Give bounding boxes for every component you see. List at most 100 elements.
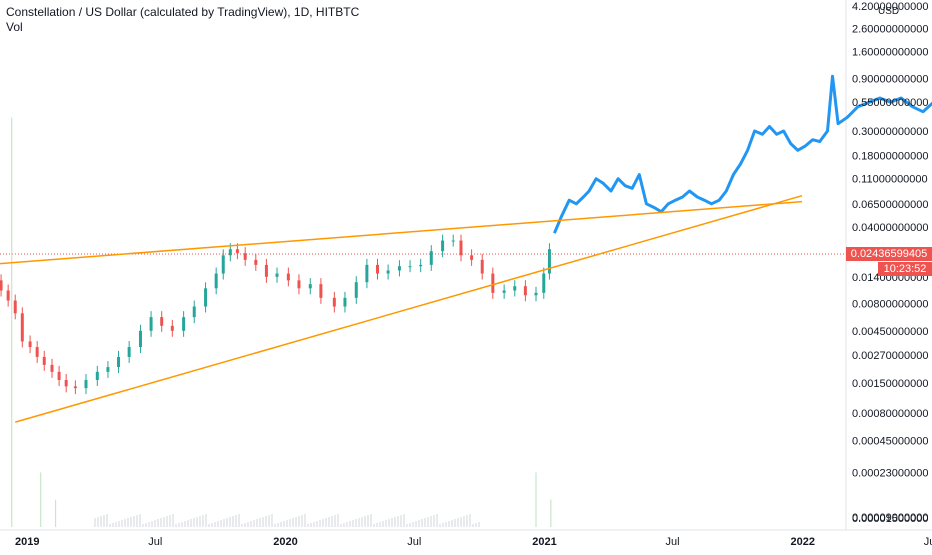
candle-body (35, 347, 39, 357)
candle-body (149, 317, 153, 331)
candle-body (106, 367, 110, 372)
bar-countdown-tag: 10:23:52 (878, 262, 932, 276)
time-tick-label: Jul (924, 536, 932, 548)
price-line (553, 74, 932, 234)
time-axis[interactable]: 2019 Jul 2020 Jul 2021 Jul 2022 Jul (15, 536, 932, 548)
candle-body (13, 300, 17, 314)
candle-body (286, 273, 290, 281)
candle-body (160, 317, 164, 326)
candle-body (408, 266, 412, 268)
candle-body (470, 255, 474, 260)
candle-body (502, 290, 506, 293)
candle-body (354, 282, 358, 298)
candle-body (375, 264, 379, 274)
price-tick-label: 0.11000000000 (852, 174, 928, 186)
price-tick-label: 0.00023000000 (852, 467, 928, 479)
candle-body (221, 255, 225, 274)
candle-body (50, 364, 54, 372)
line-series (553, 74, 932, 234)
candle-body (419, 264, 423, 267)
price-tick-label: 0.00270000000 (852, 350, 928, 362)
chart-title: Constellation / US Dollar (calculated by… (6, 5, 360, 19)
candle-body (429, 251, 433, 265)
candle-body (297, 280, 301, 289)
price-tick-label: 0.00009000000 (852, 512, 928, 524)
candle-body (192, 306, 196, 318)
candle-body (397, 266, 401, 271)
price-tick-label: 0.00080000000 (852, 408, 928, 420)
time-tick-label: 2022 (790, 536, 814, 548)
price-tick-label: 2.60000000000 (852, 23, 928, 35)
candle-body (264, 264, 268, 277)
trendline (15, 194, 803, 423)
candle-body (42, 356, 46, 365)
candle-body (20, 313, 24, 342)
candle-body (386, 270, 390, 274)
last-price-tag: 0.02436599405 (846, 247, 932, 261)
price-tick-label: 0.06500000000 (852, 199, 928, 211)
candle-body (513, 286, 517, 291)
price-tick-label: 0.04000000000 (852, 222, 928, 234)
candle-body (214, 273, 218, 289)
trendline (0, 200, 803, 265)
candle-body (127, 347, 131, 357)
time-tick-label: Jul (148, 536, 162, 548)
candle-body (84, 380, 88, 389)
candle-body (451, 240, 455, 242)
price-tick-label: 0.00001500000 (852, 513, 928, 525)
candle-body (117, 356, 121, 368)
candle-body (64, 380, 68, 387)
price-tick-label: 0.00800000000 (852, 298, 928, 310)
candlestick-series (0, 234, 551, 395)
time-tick-label: 2021 (532, 536, 556, 548)
candle-body (204, 288, 208, 307)
candle-body (459, 240, 463, 256)
candle-body (28, 341, 32, 348)
candle-body (0, 280, 3, 291)
candle-body (441, 240, 445, 252)
candle-body (491, 273, 495, 293)
candle-body (254, 259, 258, 265)
trendlines[interactable] (0, 194, 803, 423)
candle-body (332, 297, 336, 307)
time-tick-label: 2019 (15, 536, 39, 548)
candle-body (95, 371, 99, 381)
price-tick-label: 0.00150000000 (852, 378, 928, 390)
candle-body (235, 249, 239, 254)
candle-body (6, 290, 10, 301)
candle-body (243, 253, 247, 260)
volume-bars (11, 117, 552, 527)
candle-body (365, 264, 369, 283)
candle-body (228, 249, 232, 256)
candle-body (319, 284, 323, 298)
time-tick-label: 2020 (273, 536, 297, 548)
candle-body (57, 371, 61, 381)
candle-body (73, 386, 77, 389)
price-tick-label: 0.55000000000 (852, 97, 928, 109)
price-tick-label: 0.18000000000 (852, 150, 928, 162)
candle-body (343, 297, 347, 307)
price-tick-label: 4.20000000000 (852, 1, 928, 13)
time-tick-label: Jul (407, 536, 421, 548)
price-tick-label: 0.30000000000 (852, 126, 928, 138)
candle-body (542, 273, 546, 293)
candle-body (308, 284, 312, 289)
volume-legend: Vol (6, 20, 23, 34)
candle-body (275, 273, 279, 277)
candle-body (480, 259, 484, 274)
candle-body (138, 330, 142, 348)
candle-body (523, 286, 527, 296)
price-axis[interactable]: 4.20000000000 2.60000000000 1.60000000000 0… (852, 1, 928, 525)
candle-body (534, 292, 538, 296)
price-tick-label: 0.00045000000 (852, 435, 928, 447)
price-tick-label: 1.60000000000 (852, 46, 928, 58)
price-tick-label: 0.90000000000 (852, 74, 928, 86)
candle-body (170, 325, 174, 331)
candle-body (547, 249, 551, 274)
time-tick-label: Jul (666, 536, 680, 548)
price-tick-label: 0.00450000000 (852, 326, 928, 338)
currency-label: USD (878, 6, 900, 17)
candle-body (182, 317, 186, 331)
